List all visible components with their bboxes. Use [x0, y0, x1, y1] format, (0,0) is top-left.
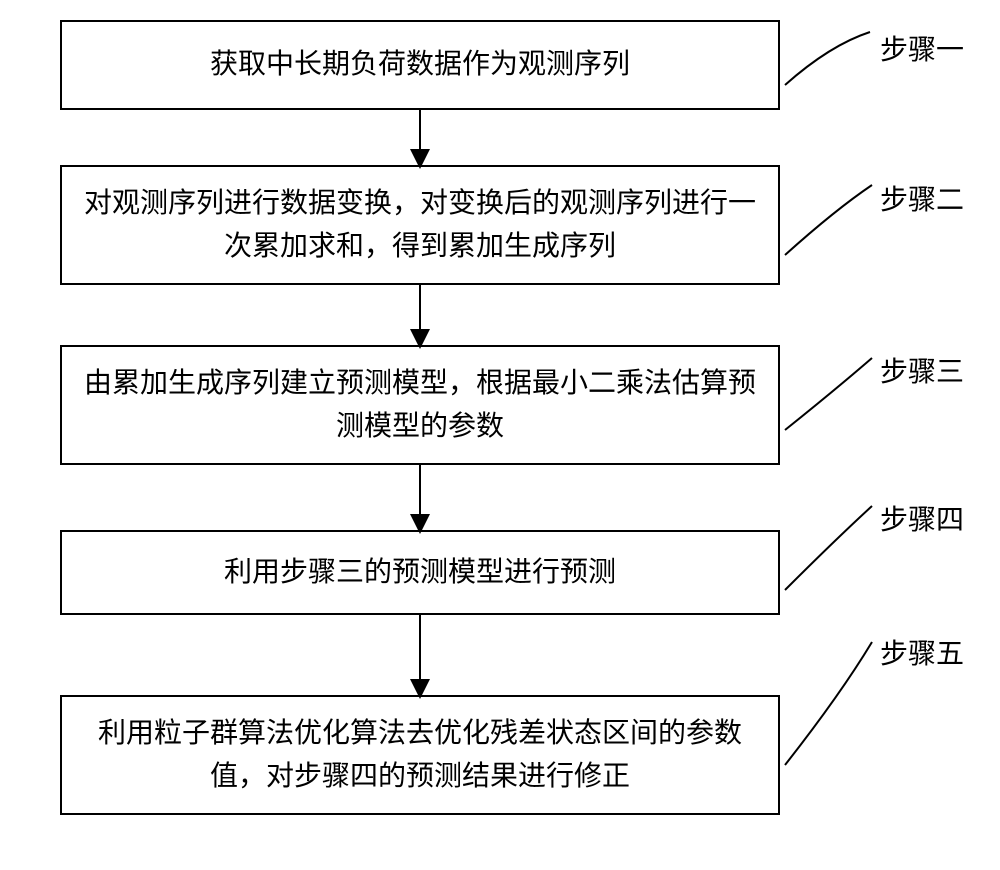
- step-label-1: 步骤一: [880, 28, 964, 68]
- flow-node-step4: 利用步骤三的预测模型进行预测: [60, 530, 780, 615]
- flow-node-step5-text: 利用粒子群算法优化算法去优化残差状态区间的参数值，对步骤四的预测结果进行修正: [78, 712, 762, 799]
- step-label-4: 步骤四: [880, 498, 964, 538]
- flow-node-step4-text: 利用步骤三的预测模型进行预测: [224, 551, 616, 594]
- step-label-2: 步骤二: [880, 178, 964, 218]
- flow-node-step2: 对观测序列进行数据变换，对变换后的观测序列进行一次累加求和，得到累加生成序列: [60, 165, 780, 285]
- flow-node-step2-text: 对观测序列进行数据变换，对变换后的观测序列进行一次累加求和，得到累加生成序列: [78, 182, 762, 269]
- step-label-3: 步骤三: [880, 350, 964, 390]
- flow-node-step3-text: 由累加生成序列建立预测模型，根据最小二乘法估算预测模型的参数: [78, 362, 762, 449]
- flowchart-canvas: 获取中长期负荷数据作为观测序列 对观测序列进行数据变换，对变换后的观测序列进行一…: [0, 0, 1000, 870]
- label-arcs: [785, 32, 872, 765]
- flow-node-step5: 利用粒子群算法优化算法去优化残差状态区间的参数值，对步骤四的预测结果进行修正: [60, 695, 780, 815]
- step-label-5: 步骤五: [880, 632, 964, 672]
- flow-node-step1: 获取中长期负荷数据作为观测序列: [60, 20, 780, 110]
- flow-node-step1-text: 获取中长期负荷数据作为观测序列: [210, 43, 630, 86]
- flow-node-step3: 由累加生成序列建立预测模型，根据最小二乘法估算预测模型的参数: [60, 345, 780, 465]
